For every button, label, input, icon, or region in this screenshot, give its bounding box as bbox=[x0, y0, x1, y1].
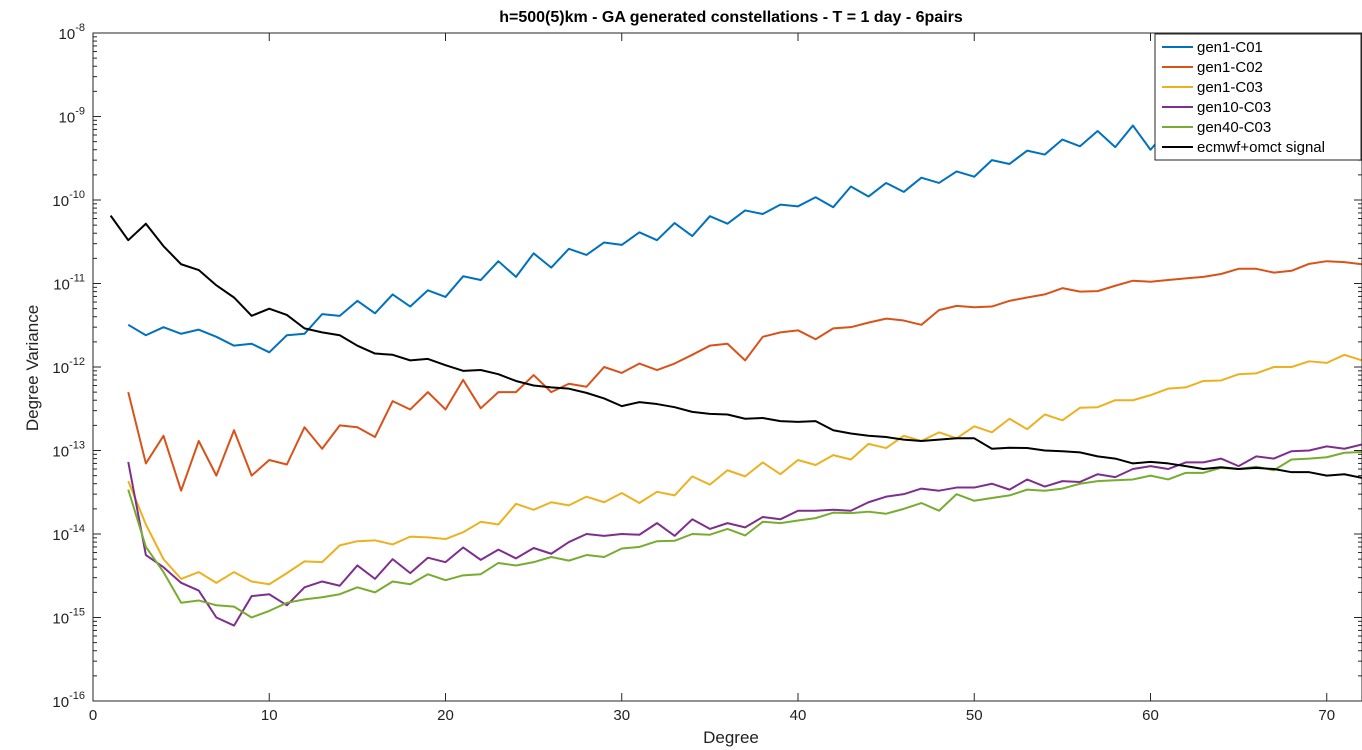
y-tick-label: 10-14 bbox=[52, 523, 85, 544]
chart-title: h=500(5)km - GA generated constellations… bbox=[499, 9, 963, 26]
y-tick-label: 10-8 bbox=[59, 22, 85, 43]
series-line-5 bbox=[127, 450, 1362, 619]
x-tick-label: 10 bbox=[261, 707, 278, 724]
y-tick-exponent: -8 bbox=[75, 22, 85, 34]
legend-label: gen1-C02 bbox=[1197, 59, 1263, 76]
x-tick-label: 40 bbox=[790, 707, 807, 724]
x-axis: 0 10 20 30 40 50 60 70 bbox=[89, 33, 1335, 724]
legend-label: ecmwf+omct signal bbox=[1197, 139, 1325, 156]
y-tick-exponent: -12 bbox=[69, 356, 85, 368]
x-tick-label: 70 bbox=[1318, 707, 1335, 724]
series-line-2 bbox=[127, 260, 1362, 492]
legend-box bbox=[1154, 33, 1362, 161]
y-tick-exponent: -13 bbox=[69, 440, 85, 452]
y-tick-label: 10-12 bbox=[52, 356, 85, 377]
y-tick-exponent: -14 bbox=[69, 523, 85, 535]
y-tick-exponent: -16 bbox=[69, 690, 85, 702]
y-tick-label: 10-10 bbox=[52, 189, 85, 210]
x-axis-title: Degree bbox=[703, 728, 759, 747]
x-tick-label: 20 bbox=[437, 707, 454, 724]
series-line-4 bbox=[127, 443, 1362, 627]
legend-label: gen10-C03 bbox=[1197, 99, 1271, 116]
series-line-3 bbox=[127, 353, 1362, 586]
y-tick-exponent: -11 bbox=[70, 273, 85, 285]
x-tick-label: 60 bbox=[1142, 707, 1159, 724]
y-tick-label: 10-16 bbox=[52, 690, 85, 711]
y-tick-label: 10-11 bbox=[53, 273, 85, 294]
y-axis-title: Degree Variance bbox=[23, 305, 42, 431]
y-tick-exponent: -10 bbox=[69, 189, 85, 201]
legend-label: gen1-C03 bbox=[1197, 79, 1263, 96]
x-tick-label: 30 bbox=[613, 707, 630, 724]
series-line-6 bbox=[109, 215, 1362, 479]
y-tick-exponent: -9 bbox=[75, 106, 85, 118]
legend-label: gen1-C01 bbox=[1197, 39, 1263, 56]
plot-area bbox=[109, 100, 1362, 627]
legend-label: gen40-C03 bbox=[1197, 119, 1271, 136]
y-tick-label: 10-13 bbox=[52, 440, 85, 461]
y-tick-label: 10-15 bbox=[52, 607, 85, 628]
x-tick-label: 0 bbox=[89, 707, 97, 724]
x-tick-label: 50 bbox=[966, 707, 983, 724]
legend: gen1-C01 gen1-C02 gen1-C03 gen10-C03 gen40-C… bbox=[1154, 33, 1362, 161]
y-tick-label: 10-9 bbox=[59, 106, 85, 127]
y-tick-exponent: -15 bbox=[69, 607, 85, 619]
